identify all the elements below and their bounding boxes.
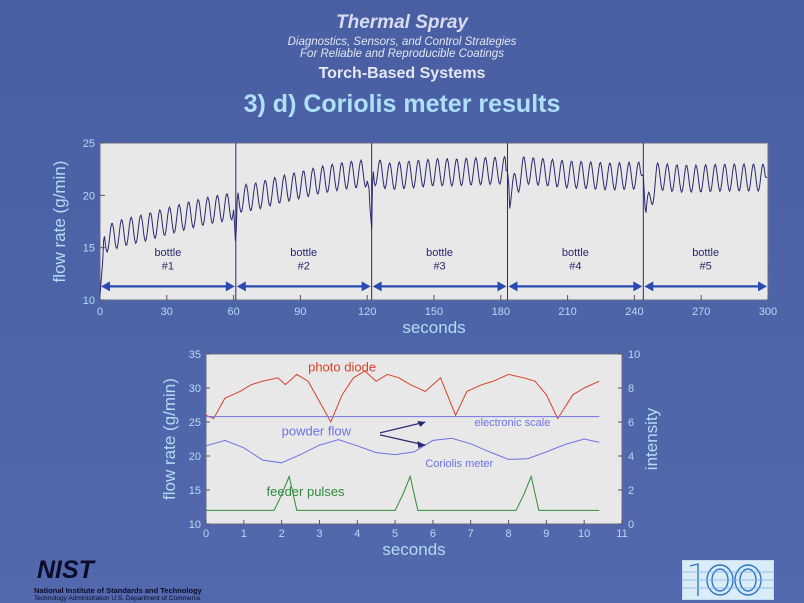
bottle-label: bottle (426, 247, 453, 259)
x-tick-label: 8 (505, 528, 511, 540)
centennial-100-logo (682, 560, 774, 600)
y-right-tick-label: 6 (628, 417, 634, 429)
y-tick-label: 25 (83, 138, 95, 150)
arrow-head-right (758, 281, 767, 292)
arrow-head-left (508, 281, 518, 292)
photo-diode-label: photo diode (308, 360, 376, 375)
x-tick-label: 2 (279, 528, 285, 540)
nist-org-sub: Technology Administration U.S. Departmen… (34, 595, 201, 602)
deck-subtitle-line1: Diagnostics, Sensors, and Control Strate… (287, 36, 517, 48)
y-tick-label: 20 (189, 451, 201, 463)
y-tick-label: 10 (83, 295, 95, 307)
y-tick-label: 20 (83, 190, 95, 202)
section-title: Torch-Based Systems (318, 65, 486, 82)
bottle-label: bottle (562, 247, 589, 259)
bottle-number: #1 (162, 261, 174, 273)
nist-org-name: National Institute of Standards and Tech… (34, 586, 202, 595)
x-tick-label: 240 (625, 306, 643, 318)
x-tick-label: 180 (492, 306, 510, 318)
bottle-number: #3 (433, 261, 445, 273)
bottle-label: bottle (290, 247, 317, 259)
feeder-pulses-line (206, 474, 600, 511)
bottle-label: bottle (154, 247, 181, 259)
x-tick-label: 270 (692, 306, 710, 318)
x-tick-label: 7 (468, 528, 474, 540)
x-tick-label: 11 (616, 528, 627, 540)
x-tick-label: 4 (354, 528, 360, 540)
x-tick-label: 150 (425, 306, 443, 318)
x-tick-label: 0 (203, 528, 209, 540)
x-tick-label: 3 (316, 528, 322, 540)
arrow-head (417, 421, 426, 427)
deck-title: Thermal Spray (336, 12, 468, 33)
y-right-axis-label: intensity (642, 407, 661, 470)
x-tick-label: 120 (358, 306, 376, 318)
slide-title: 3) d) Coriolis meter results (243, 90, 561, 118)
svg-text:NIST: NIST (37, 556, 97, 582)
feeder-pulses-label: feeder pulses (267, 484, 346, 499)
y-tick-label: 15 (83, 243, 95, 255)
arrow-head-left (372, 281, 382, 292)
y-tick-label: 15 (189, 485, 201, 497)
y-axis-label: flow rate (g/min) (160, 378, 179, 500)
photo-diode-line (205, 370, 600, 424)
arrow-head (417, 441, 426, 449)
deck-subtitle-line2: For Reliable and Reproducible Coatings (300, 48, 504, 60)
y-right-tick-label: 10 (628, 349, 640, 361)
coriolis-flow-chart: 10 15 20 25 0 30 60 90 120 150 180 210 240 270 300 bott… (50, 138, 777, 337)
arrow-head-right (225, 281, 235, 292)
y-tick-label: 10 (189, 519, 201, 531)
bottle-number: #2 (298, 261, 310, 273)
y-axis-label: flow rate (g/min) (50, 161, 69, 283)
y-tick-label: 35 (189, 349, 201, 361)
arrow-head-left (101, 281, 110, 292)
y-tick-label: 30 (189, 383, 201, 395)
bottle-label: bottle (692, 247, 719, 259)
x-tick-label: 60 (227, 306, 239, 318)
flow-rate-trace (99, 155, 768, 295)
x-tick-label: 90 (294, 306, 306, 318)
arrow-head-left (236, 281, 246, 292)
powder-flow-arrow-to-scale (379, 421, 426, 434)
powder-flow-label: powder flow (282, 424, 352, 439)
y-right-tick-label: 2 (628, 485, 634, 497)
bottle-number: #5 (700, 261, 712, 273)
x-tick-label: 210 (558, 306, 576, 318)
y-tick-label: 25 (189, 417, 201, 429)
nist-logo: NIST (37, 556, 97, 582)
y-right-tick-label: 4 (628, 451, 634, 463)
x-tick-label: 10 (578, 528, 590, 540)
x-tick-label: 300 (759, 306, 777, 318)
x-tick-label: 0 (97, 306, 103, 318)
arrow-head-right (497, 281, 507, 292)
arrow-head-left (644, 281, 654, 292)
arrow-head-right (361, 281, 371, 292)
y-right-tick-label: 0 (628, 519, 634, 531)
x-axis-label: seconds (402, 318, 465, 337)
x-tick-label: 30 (161, 306, 173, 318)
x-tick-label: 1 (241, 528, 247, 540)
coriolis-meter-label: Coriolis meter (425, 458, 493, 470)
x-tick-label: 9 (543, 528, 549, 540)
bottle-number: #4 (569, 261, 581, 273)
x-tick-label: 5 (392, 528, 398, 540)
coriolis-meter-line (205, 437, 600, 464)
x-tick-label: 6 (430, 528, 436, 540)
y-right-tick-label: 8 (628, 383, 634, 395)
arrow-head-right (633, 281, 643, 292)
electronic-scale-label: electronic scale (475, 417, 551, 429)
x-axis-label: seconds (382, 540, 445, 559)
